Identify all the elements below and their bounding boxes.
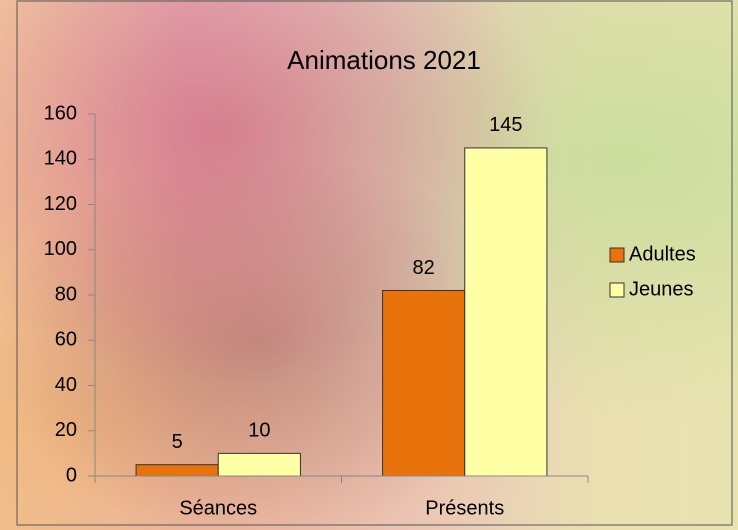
y-tick-label: 140 <box>44 148 77 170</box>
legend-label: Jeunes <box>629 278 694 300</box>
chart-title: Animations 2021 <box>287 45 481 75</box>
x-tick-label: Présents <box>425 497 504 519</box>
bar <box>218 453 300 476</box>
y-tick-label: 120 <box>44 193 77 215</box>
bar <box>465 148 547 476</box>
data-label: 145 <box>489 114 522 136</box>
x-tick-label: Séances <box>179 497 257 519</box>
y-tick-label: 160 <box>44 102 77 124</box>
y-tick-label: 60 <box>55 329 77 351</box>
data-label: 82 <box>413 257 435 279</box>
y-tick-label: 40 <box>55 374 77 396</box>
y-tick-label: 100 <box>44 238 77 260</box>
page: {"chart_data": {"type": "bar", "title": … <box>0 0 738 530</box>
y-tick-label: 20 <box>55 419 77 441</box>
y-tick-label: 0 <box>66 464 77 486</box>
bar <box>383 290 465 476</box>
legend-label: Adultes <box>629 243 696 265</box>
chart: Animations 2021 0 20 40 60 80 100 120 140 160 Séa… <box>0 0 738 530</box>
y-tick-label: 80 <box>55 283 77 305</box>
legend-swatch <box>610 283 624 297</box>
chart-frame <box>17 1 732 525</box>
bar <box>136 465 218 476</box>
data-label: 5 <box>172 431 183 453</box>
legend-swatch <box>610 248 624 262</box>
data-label: 10 <box>248 420 270 442</box>
